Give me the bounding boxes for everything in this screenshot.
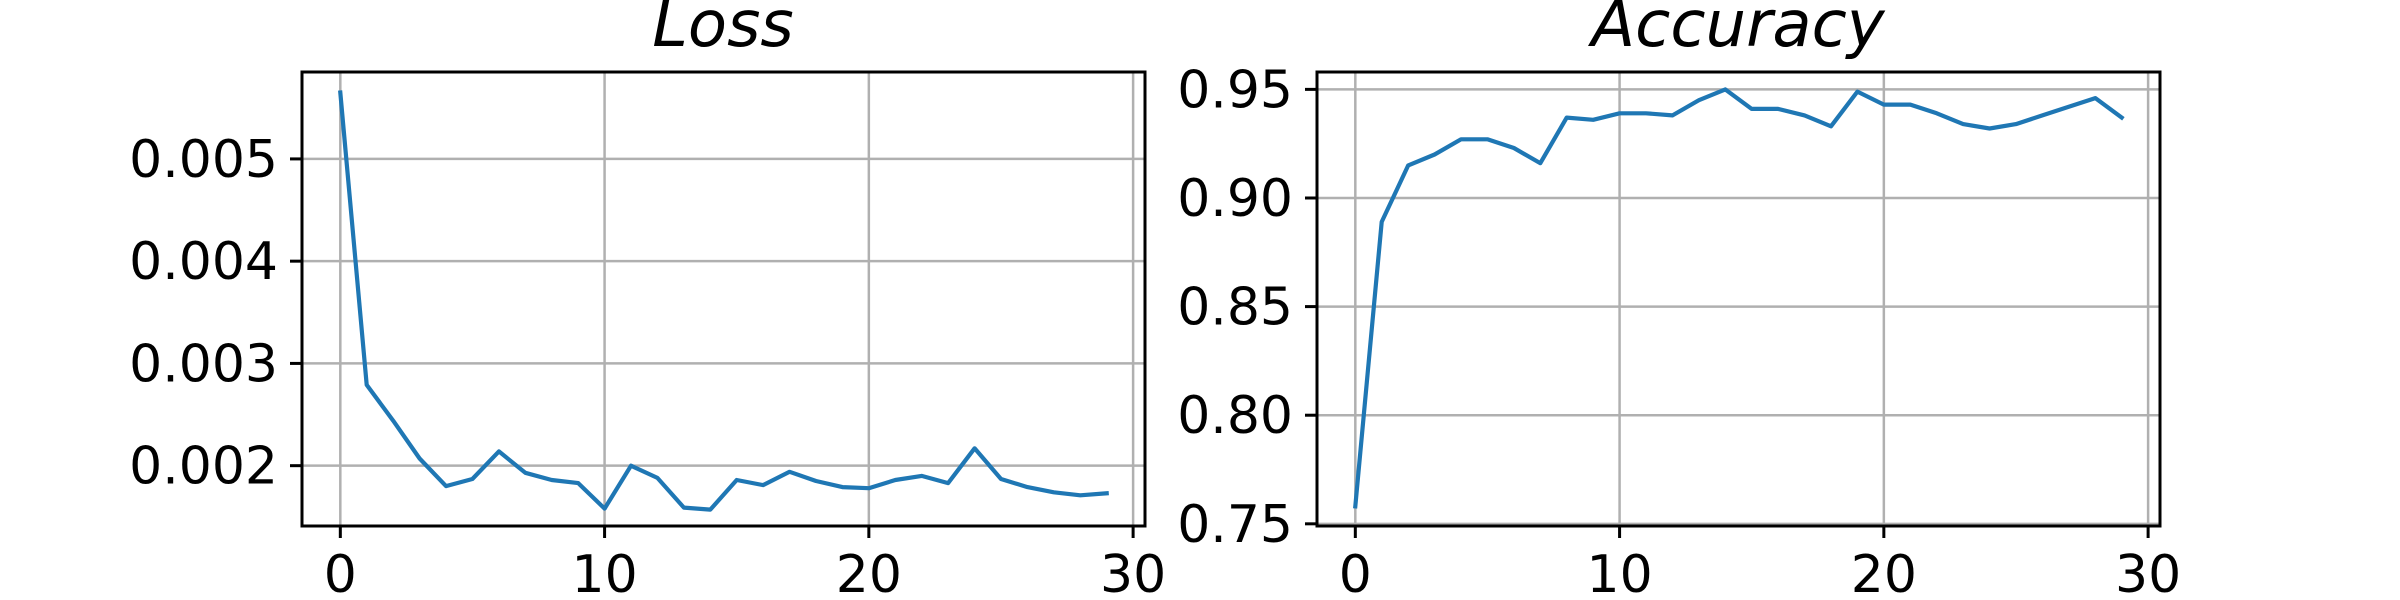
loss-series-line [338, 90, 1109, 512]
accuracy-chart: Accuracy 0 10 20 30 0.75 0.80 0.85 0.90 0.95 [1177, 0, 2181, 600]
accuracy-x-tick-label: 20 [1851, 545, 1917, 600]
accuracy-axes-frame [1315, 70, 2162, 528]
accuracy-y-tick-label: 0.80 [1177, 386, 1293, 446]
accuracy-y-tick-label: 0.90 [1177, 169, 1293, 229]
loss-y-tick-label: 0.003 [129, 334, 278, 394]
loss-chart: Loss 0 10 20 30 0.002 0.003 0.004 0.005 [129, 0, 1166, 600]
accuracy-x-tick-label: 0 [1339, 545, 1372, 600]
accuracy-title: Accuracy [1587, 0, 1885, 62]
loss-y-tick-label: 0.002 [129, 437, 278, 497]
accuracy-y-tick-label: 0.95 [1177, 60, 1293, 120]
loss-y-tick-label: 0.004 [129, 232, 278, 292]
loss-axes-frame [300, 70, 1147, 528]
loss-title: Loss [652, 0, 794, 62]
loss-x-tick-label: 20 [836, 545, 902, 600]
accuracy-series-line [1353, 87, 2125, 509]
loss-y-tick-label: 0.005 [129, 130, 278, 190]
loss-x-tick-label: 10 [571, 545, 637, 600]
accuracy-y-tick-label: 0.85 [1177, 278, 1293, 338]
accuracy-x-tick-label: 10 [1586, 545, 1652, 600]
loss-x-tick-label: 30 [1100, 545, 1166, 600]
loss-x-tick-label: 0 [324, 545, 357, 600]
accuracy-y-tick-label: 0.75 [1177, 495, 1293, 555]
accuracy-x-tick-label: 30 [2115, 545, 2181, 600]
